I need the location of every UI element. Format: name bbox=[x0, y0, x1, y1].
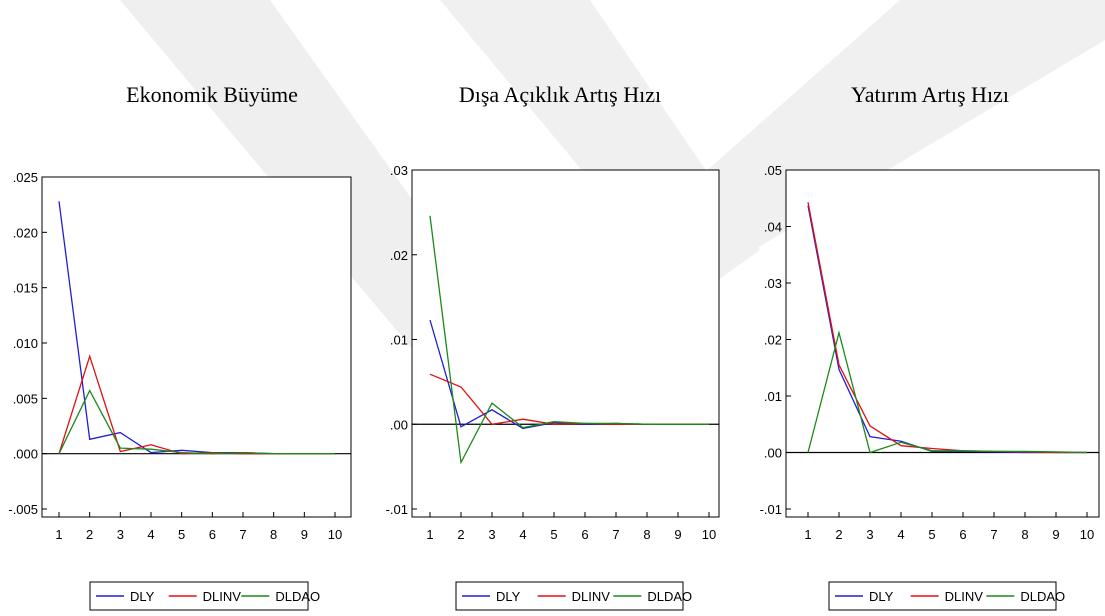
x-tick-label: 3 bbox=[117, 527, 124, 542]
y-tick-label: .020 bbox=[13, 225, 38, 240]
x-tick-label: 9 bbox=[674, 527, 681, 542]
x-tick-label: 6 bbox=[209, 527, 216, 542]
x-tick-label: 6 bbox=[581, 527, 588, 542]
x-tick-label: 2 bbox=[86, 527, 93, 542]
legend-label-dlinv: DLINV bbox=[203, 589, 242, 604]
x-tick-label: 7 bbox=[239, 527, 246, 542]
y-tick-label: -.005 bbox=[8, 502, 38, 517]
legend-label-dldao: DLDAO bbox=[1020, 589, 1065, 604]
y-tick-label: .05 bbox=[764, 163, 782, 178]
y-tick-label: .015 bbox=[13, 281, 38, 296]
y-tick-label: .02 bbox=[390, 248, 408, 263]
panel-title-economic-growth: Ekonomik Büyüme bbox=[126, 82, 298, 107]
x-tick-label: 7 bbox=[990, 527, 997, 542]
legend-label-dlinv: DLINV bbox=[572, 589, 611, 604]
x-tick-label: 5 bbox=[550, 527, 557, 542]
legend-label-dly: DLY bbox=[869, 589, 894, 604]
legend-label-dldao: DLDAO bbox=[647, 589, 692, 604]
y-tick-label: .025 bbox=[13, 170, 38, 185]
x-tick-label: 1 bbox=[426, 527, 433, 542]
y-tick-label: .00 bbox=[764, 446, 782, 461]
y-tick-label: .01 bbox=[390, 333, 408, 348]
x-tick-label: 8 bbox=[270, 527, 277, 542]
y-tick-label: .02 bbox=[764, 333, 782, 348]
legend-label-dldao: DLDAO bbox=[275, 589, 320, 604]
plot-frame bbox=[785, 169, 1100, 518]
y-tick-label: .03 bbox=[390, 163, 408, 178]
series-line-dldao bbox=[429, 215, 709, 465]
x-tick-label: 1 bbox=[55, 527, 62, 542]
x-tick-label: 1 bbox=[804, 527, 811, 542]
legend-box bbox=[455, 581, 684, 611]
x-tick-label: 3 bbox=[866, 527, 873, 542]
legend-label-dly: DLY bbox=[496, 589, 521, 604]
legend-box bbox=[828, 581, 1057, 611]
x-tick-label: 3 bbox=[488, 527, 495, 542]
panel-title-openness-growth: Dışa Açıklık Artış Hızı bbox=[458, 82, 662, 107]
x-tick-label: 5 bbox=[928, 527, 935, 542]
panel-title-investment-growth: Yatırım Artış Hızı bbox=[851, 82, 1009, 107]
y-tick-label: .01 bbox=[764, 389, 782, 404]
x-tick-label: 4 bbox=[147, 527, 154, 542]
y-tick-label: .00 bbox=[390, 417, 408, 432]
legend-label-dlinv: DLINV bbox=[945, 589, 984, 604]
x-tick-label: 2 bbox=[835, 527, 842, 542]
x-tick-label: 8 bbox=[1021, 527, 1028, 542]
y-tick-label: .04 bbox=[764, 220, 782, 235]
y-tick-label: .000 bbox=[13, 447, 38, 462]
series-line-dldao bbox=[58, 389, 335, 455]
y-tick-label: -.01 bbox=[386, 502, 408, 517]
legend-label-dly: DLY bbox=[130, 589, 155, 604]
x-tick-label: 9 bbox=[301, 527, 308, 542]
y-tick-label: -.01 bbox=[760, 502, 782, 517]
legend-box bbox=[89, 581, 309, 611]
x-tick-label: 10 bbox=[702, 527, 716, 542]
x-tick-label: 6 bbox=[959, 527, 966, 542]
x-tick-label: 5 bbox=[178, 527, 185, 542]
plot-frame bbox=[41, 176, 352, 518]
x-tick-label: 10 bbox=[328, 527, 342, 542]
y-tick-label: .005 bbox=[13, 391, 38, 406]
x-tick-label: 10 bbox=[1080, 527, 1094, 542]
x-tick-label: 8 bbox=[643, 527, 650, 542]
x-tick-label: 9 bbox=[1052, 527, 1059, 542]
x-tick-label: 4 bbox=[519, 527, 526, 542]
x-tick-label: 2 bbox=[457, 527, 464, 542]
y-tick-label: .010 bbox=[13, 336, 38, 351]
x-tick-label: 4 bbox=[897, 527, 904, 542]
x-tick-label: 7 bbox=[612, 527, 619, 542]
y-tick-label: .03 bbox=[764, 276, 782, 291]
series-line-dldao bbox=[807, 330, 1088, 454]
